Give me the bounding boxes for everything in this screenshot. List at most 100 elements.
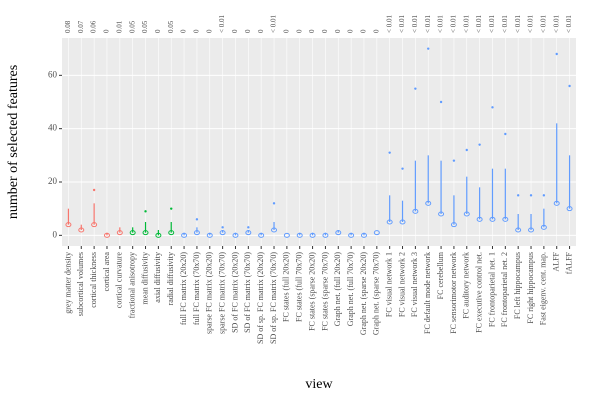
x-tick-label: mean diffusivity — [140, 252, 149, 305]
median — [219, 230, 226, 236]
x-tick-label: axial diffusivity — [153, 252, 162, 303]
p-value: 0 — [334, 29, 342, 33]
outlier — [247, 226, 250, 229]
outlier — [478, 143, 481, 146]
x-tick-label: SD of sp. FC matrix (70x70) — [269, 252, 278, 344]
x-tick-label: SD of FC matrix (70x70) — [243, 252, 252, 333]
p-value: < 0.01 — [501, 15, 509, 33]
p-value: 0 — [282, 29, 290, 33]
p-value: < 0.01 — [475, 15, 483, 33]
p-value: 0 — [257, 29, 265, 33]
median — [540, 224, 547, 230]
median — [553, 200, 560, 206]
x-tick-label: grey matter density — [63, 252, 72, 314]
median — [463, 211, 470, 217]
outlier — [542, 194, 546, 197]
outlier — [144, 210, 147, 213]
x-tick-label: Graph net. (sparse 20x20) — [359, 252, 368, 335]
p-value: 0.05 — [128, 20, 136, 33]
p-value: < 0.01 — [488, 15, 496, 33]
x-tick-label: FC visual network 1 — [385, 252, 394, 317]
x-tick-label: FC default mode network — [423, 252, 432, 334]
median — [438, 211, 445, 217]
median — [360, 232, 367, 238]
p-value: < 0.01 — [437, 15, 445, 33]
x-tick-label: sparse FC matrix (70x70) — [217, 252, 226, 334]
median — [245, 230, 252, 236]
x-tick-label: full FC matrix (20x20) — [179, 252, 188, 325]
p-value: 0.05 — [141, 20, 149, 33]
panel — [62, 38, 576, 246]
x-tick-label: Graph net. (full 20x20) — [333, 252, 342, 327]
p-value: 0 — [154, 29, 162, 33]
x-tick-label: FC states (full 70x70) — [295, 252, 304, 322]
p-value: < 0.01 — [424, 15, 432, 33]
median — [322, 232, 329, 238]
x-tick-label: subcortical volumes — [76, 252, 85, 316]
x-tick-label: FC states (sparse 20x20) — [307, 252, 316, 331]
outlier — [491, 106, 494, 109]
median — [78, 227, 85, 233]
median — [528, 227, 535, 233]
p-value: 0.07 — [77, 20, 85, 33]
x-tick-label: FC auditory network — [462, 252, 471, 319]
median — [271, 227, 278, 233]
p-value: 0 — [360, 29, 368, 33]
median — [258, 232, 265, 238]
y-tick-label: 60 — [48, 69, 58, 79]
median — [489, 216, 496, 222]
x-tick-label: FC cerebellum — [436, 251, 445, 299]
p-value: 0 — [205, 29, 213, 33]
x-tick-label: sparse FC matrix (20x20) — [205, 252, 214, 334]
p-value: 0 — [180, 29, 188, 33]
p-value: 0.05 — [167, 20, 175, 33]
outlier — [555, 52, 558, 56]
x-tick-label: SD of sp. FC matrix (20x20) — [256, 252, 265, 344]
p-value: 0.08 — [64, 20, 72, 33]
median — [386, 219, 393, 225]
x-tick-label: Graph net. (sparse 70x70) — [372, 252, 381, 335]
median — [309, 232, 316, 238]
median — [103, 232, 110, 238]
median — [65, 222, 72, 228]
p-value: 0 — [347, 29, 355, 33]
p-value: < 0.01 — [539, 15, 547, 33]
outlier — [529, 194, 533, 197]
p-value: < 0.01 — [450, 15, 458, 33]
y-axis-label: number of selected features — [6, 65, 21, 219]
x-tick-label: FC left hippocampus — [513, 252, 522, 319]
p-value: < 0.01 — [565, 15, 573, 33]
median — [129, 230, 136, 236]
median — [116, 230, 123, 236]
outlier — [170, 207, 173, 210]
median — [399, 219, 406, 225]
median — [425, 200, 432, 206]
x-tick-label: FC states (sparse 70x70) — [320, 252, 329, 331]
p-value: < 0.01 — [270, 15, 278, 33]
p-value: < 0.01 — [411, 15, 419, 33]
outlier — [504, 132, 507, 136]
x-tick-label: SD of FC matrix (20x20) — [230, 252, 239, 333]
x-tick-label: FC visual network 2 — [397, 252, 406, 317]
outlier — [465, 148, 468, 152]
outlier — [427, 47, 430, 50]
median — [193, 230, 200, 236]
x-tick-label: cortical curvature — [115, 252, 124, 309]
p-value: 0 — [244, 29, 252, 33]
x-tick-label: FC states (full 20x20) — [282, 252, 291, 322]
p-value: 0.01 — [115, 20, 123, 33]
p-value: 0 — [372, 29, 380, 33]
median — [155, 232, 162, 238]
p-value: < 0.01 — [398, 15, 406, 33]
x-axis-label: view — [305, 377, 333, 392]
x-tick-label: FC visual network 3 — [410, 252, 419, 317]
outlier — [272, 202, 276, 205]
median — [373, 230, 380, 236]
p-value: 0 — [231, 29, 239, 33]
p-value: 0 — [321, 29, 329, 33]
outlier — [516, 194, 520, 197]
x-tick-label: FC executive control net. — [474, 252, 483, 333]
p-value: 0.06 — [90, 20, 98, 33]
median — [283, 232, 290, 238]
x-tick-label: FC right hippocampus — [526, 252, 535, 324]
